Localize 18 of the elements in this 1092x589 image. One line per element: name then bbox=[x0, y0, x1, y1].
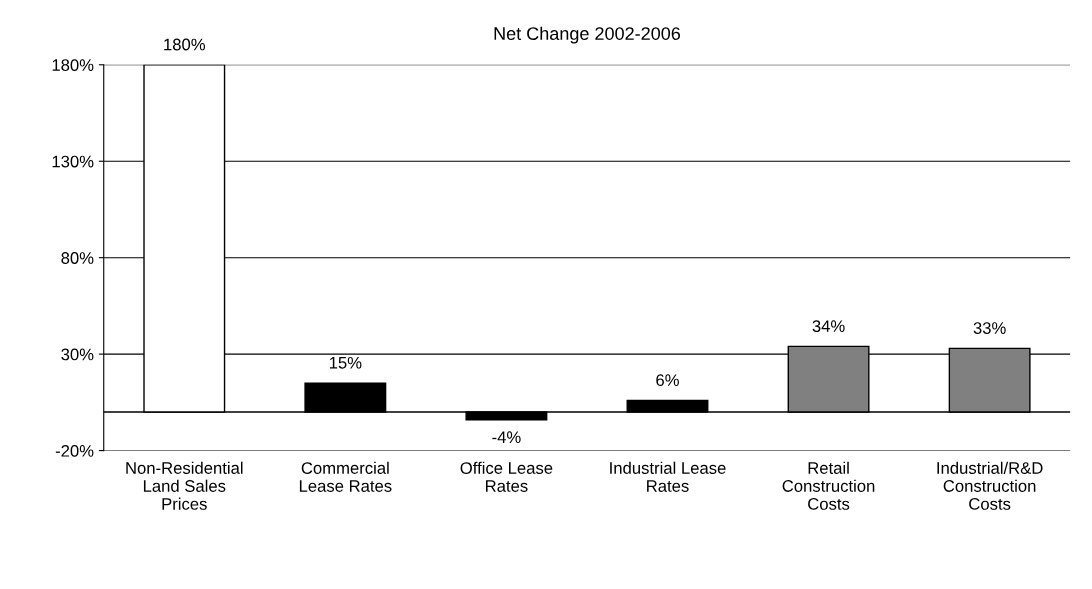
data-label: 180% bbox=[164, 38, 205, 51]
y-tick-label: 30% bbox=[61, 348, 94, 361]
y-tick-label: 180% bbox=[52, 59, 94, 71]
y-tick-label: -20% bbox=[55, 444, 94, 457]
chart-title: Net Change 2002-2006 bbox=[494, 26, 681, 44]
y-tick-label: 80% bbox=[61, 252, 94, 264]
data-label: -4% bbox=[492, 431, 521, 444]
data-label: 33% bbox=[973, 322, 1006, 334]
x-tick-label: Office Lease Rates bbox=[460, 461, 553, 492]
data-label: 34% bbox=[812, 320, 845, 333]
x-tick-label: Industrial Lease Rates bbox=[610, 461, 726, 492]
y-tick-label: 130% bbox=[52, 155, 94, 168]
x-tick-label: Retail Construction Costs bbox=[782, 461, 875, 510]
x-tick-label: Non-Residential Land Sales Prices bbox=[126, 461, 243, 510]
x-tick-label: Industrial/R&D Construction Costs bbox=[937, 461, 1043, 510]
data-label: 15% bbox=[329, 356, 362, 369]
x-tick-label: Commercial Lease Rates bbox=[299, 461, 392, 492]
data-label: 6% bbox=[656, 374, 679, 387]
